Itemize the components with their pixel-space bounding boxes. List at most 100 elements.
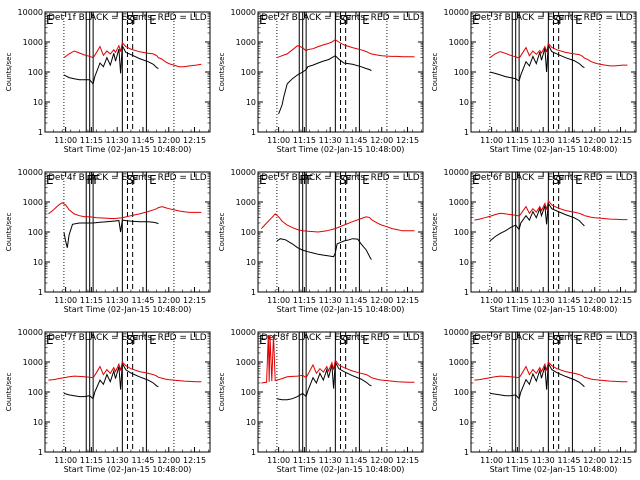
- x-tick-label: 12:00: [583, 296, 606, 305]
- x-tick-label: 12:00: [583, 136, 606, 145]
- y-tick-label: 100: [28, 68, 43, 77]
- panel-title: Det 5f BLACK = Events, RED = LLD: [261, 173, 420, 183]
- x-tick-label: 12:00: [157, 136, 180, 145]
- y-tick-label: 10: [33, 418, 43, 427]
- y-tick-label: 100: [454, 68, 469, 77]
- flag-letter-s: S: [339, 173, 347, 187]
- x-axis-label: Start Time (02-Jan-15 10:48:00): [490, 465, 618, 474]
- y-tick-label: 10000: [444, 8, 469, 17]
- lld-series-line: [261, 334, 415, 384]
- y-axis-label: Counts/sec: [218, 213, 226, 252]
- detector-panel-3: 1 10 100 1000 10000 11:00 11:15 11:30 11:45 12:00…: [431, 8, 637, 154]
- detector-panel-1: 1 10 100 1000 10000 11:00 11:15 11:30 11:45 12:00…: [5, 8, 211, 154]
- x-axis-label: Start Time (02-Jan-15 10:48:00): [64, 145, 192, 154]
- flag-letter-f: F: [558, 13, 565, 27]
- y-tick-label: 100: [454, 388, 469, 397]
- flag-letter-f: F: [132, 173, 139, 187]
- flag-letter-e: E: [575, 173, 583, 187]
- y-tick-label: 1: [251, 288, 256, 297]
- event-lines: [63, 332, 175, 452]
- flag-letter-e: E: [472, 13, 480, 27]
- y-tick-label: 1: [38, 288, 43, 297]
- event-lines: [489, 172, 601, 292]
- panel-title: Det 6f BLACK = Events, RED = LLD: [474, 173, 633, 183]
- flag-letter-e: E: [362, 13, 370, 27]
- lld-series-line: [489, 42, 628, 67]
- x-tick-label: 12:00: [370, 136, 393, 145]
- flag-letter-f: F: [303, 173, 310, 187]
- event-lines: [63, 12, 175, 132]
- x-tick-label: 11:45: [131, 296, 154, 305]
- lld-series-line: [276, 38, 415, 59]
- x-tick-label: 11:45: [344, 456, 367, 465]
- x-tick-label: 11:00: [54, 136, 77, 145]
- x-tick-label: 11:15: [80, 296, 103, 305]
- y-tick-label: 10000: [444, 328, 469, 337]
- x-tick-label: 12:15: [396, 296, 419, 305]
- flag-letter-e: E: [46, 173, 54, 187]
- y-tick-label: 1: [464, 288, 469, 297]
- x-tick-label: 12:15: [183, 296, 206, 305]
- y-tick-label: 1000: [449, 38, 469, 47]
- panel-title: Det 9f BLACK = Events, RED = LLD: [474, 333, 633, 343]
- event-lines: [276, 332, 388, 452]
- x-tick-label: 11:00: [480, 296, 503, 305]
- flag-letter-e: E: [575, 13, 583, 27]
- series-group: [489, 42, 628, 82]
- event-lines: [63, 172, 175, 292]
- y-tick-label: 10000: [444, 168, 469, 177]
- y-tick-label: 100: [241, 228, 256, 237]
- flag-letter-e: E: [149, 333, 157, 347]
- panel-title: Det 3f BLACK = Events, RED = LLD: [474, 13, 633, 23]
- y-tick-label: 100: [241, 68, 256, 77]
- flag-letter-s: S: [552, 173, 560, 187]
- y-tick-label: 1: [38, 128, 43, 137]
- x-tick-label: 12:15: [609, 456, 632, 465]
- y-axis-label: Counts/sec: [431, 53, 439, 92]
- x-tick-label: 11:15: [506, 456, 529, 465]
- y-tick-label: 10: [246, 418, 256, 427]
- detector-panel-4: 1 10 100 1000 10000 11:00 11:15 11:30 11:45 12:00…: [5, 168, 211, 314]
- flag-letter-f: F: [86, 173, 93, 187]
- flag-letter-e: E: [362, 333, 370, 347]
- x-tick-label: 12:15: [183, 456, 206, 465]
- flag-letter-f: F: [345, 333, 352, 347]
- y-tick-label: 10: [246, 98, 256, 107]
- y-tick-label: 10: [33, 98, 43, 107]
- x-tick-label: 11:15: [80, 136, 103, 145]
- series-group: [48, 202, 202, 248]
- y-tick-label: 1: [251, 128, 256, 137]
- x-tick-label: 12:15: [396, 136, 419, 145]
- lld-series-line: [474, 199, 628, 221]
- event-lines: [276, 172, 388, 292]
- x-tick-label: 11:00: [480, 456, 503, 465]
- event-lines: [489, 332, 601, 452]
- y-tick-label: 10: [459, 418, 469, 427]
- detector-panel-5: 1 10 100 1000 10000 11:00 11:15 11:30 11:45 12:00…: [218, 168, 424, 314]
- y-tick-label: 1000: [449, 198, 469, 207]
- x-tick-label: 11:30: [532, 296, 555, 305]
- x-axis-label: Start Time (02-Jan-15 10:48:00): [277, 465, 405, 474]
- x-tick-label: 11:30: [532, 136, 555, 145]
- y-tick-label: 1000: [236, 38, 256, 47]
- x-tick-label: 11:30: [532, 456, 555, 465]
- flag-letter-f: F: [345, 13, 352, 27]
- flag-letter-f: F: [93, 173, 100, 187]
- y-tick-label: 100: [28, 388, 43, 397]
- events-series-line: [63, 43, 159, 85]
- lld-series-line: [48, 202, 202, 220]
- series-group: [261, 334, 415, 401]
- detector-panel-6: 1 10 100 1000 10000 11:00 11:15 11:30 11:45 12:00…: [431, 168, 637, 314]
- flag-letter-e: E: [362, 173, 370, 187]
- y-tick-label: 1: [38, 448, 43, 457]
- flag-letter-f: F: [299, 173, 306, 187]
- x-axis-label: Start Time (02-Jan-15 10:48:00): [64, 305, 192, 314]
- y-tick-label: 1000: [236, 358, 256, 367]
- x-axis-label: Start Time (02-Jan-15 10:48:00): [64, 465, 192, 474]
- y-tick-label: 10000: [18, 8, 43, 17]
- x-axis-label: Start Time (02-Jan-15 10:48:00): [277, 145, 405, 154]
- y-tick-label: 1: [464, 128, 469, 137]
- events-series-line: [276, 360, 372, 401]
- x-tick-label: 12:15: [609, 296, 632, 305]
- detector-panel-9: 1 10 100 1000 10000 11:00 11:15 11:30 11:45 12:00…: [431, 328, 637, 474]
